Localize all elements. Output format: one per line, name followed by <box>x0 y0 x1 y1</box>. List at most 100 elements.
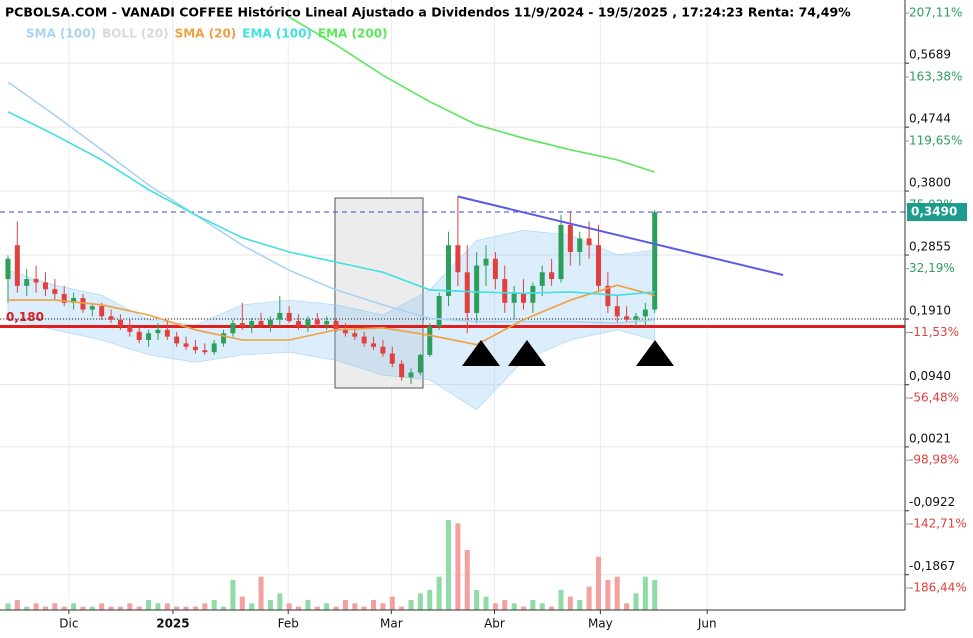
volume-bar <box>361 606 367 610</box>
volume-bar <box>24 606 30 610</box>
volume-bar <box>136 606 142 610</box>
marker-triangle <box>462 340 500 366</box>
volume-bar <box>277 593 283 610</box>
candle-body <box>549 272 555 280</box>
volume-bar <box>446 520 452 610</box>
volume-bar <box>389 596 395 610</box>
volume-bar <box>146 600 152 610</box>
y2-tick-label: 119,65% <box>909 133 962 147</box>
volume-bar <box>652 580 658 610</box>
legend-entry: EMA (100) <box>242 27 312 41</box>
candle-body <box>380 346 386 354</box>
candle-body <box>108 316 114 320</box>
y-tick-label: -0,0922 <box>909 495 955 509</box>
volume-bar <box>539 603 545 610</box>
y2-tick-label: 207,11% <box>909 6 962 20</box>
candle-body <box>286 312 292 322</box>
volume-bar <box>642 576 648 610</box>
candle-body <box>652 212 658 310</box>
y-tick-label: 0,1910 <box>909 304 951 318</box>
candle-body <box>5 258 11 280</box>
bollinger-band <box>7 229 656 411</box>
volume-bar <box>577 600 583 610</box>
volume-bar <box>436 576 442 610</box>
x-tick-label: Mar <box>380 617 403 631</box>
volume-bar <box>14 600 20 610</box>
candle-body <box>33 279 39 283</box>
candle-body <box>42 282 48 290</box>
volume-bar <box>221 606 227 610</box>
x-tick-label: May <box>588 617 613 631</box>
legend-entry: SMA (20) <box>175 27 237 41</box>
volume-bar <box>567 596 573 610</box>
candle-body <box>361 336 367 344</box>
volume-bar <box>249 603 255 610</box>
horizontal-line-label: 0,180 <box>6 310 44 324</box>
last-price-tag <box>907 203 967 222</box>
volume-bar <box>464 550 470 610</box>
candle-body <box>192 346 198 351</box>
candle-body <box>474 265 480 313</box>
candle-body <box>371 343 377 347</box>
volume-bar <box>427 590 433 610</box>
y2-tick-label: 163,38% <box>909 69 962 83</box>
volume-bar <box>530 600 536 610</box>
candle-body <box>455 245 461 273</box>
volume-bar <box>380 603 386 610</box>
volume-bar <box>624 603 630 610</box>
marker-triangle <box>508 340 546 366</box>
volume-bar <box>155 603 161 610</box>
x-tick-label: Abr <box>484 617 505 631</box>
volume-bar <box>371 600 377 610</box>
volume-bar <box>61 606 67 610</box>
volume-bar <box>324 603 330 610</box>
volume-bar <box>42 606 48 610</box>
volume-bar <box>230 580 236 610</box>
volume-bar <box>633 593 639 610</box>
volume-bar <box>192 606 198 610</box>
candle-body <box>586 238 592 246</box>
volume-bar <box>108 606 114 610</box>
x-tick-label: 2025 <box>156 617 189 631</box>
candle-body <box>446 245 452 296</box>
candle-body <box>642 309 648 317</box>
candle-body <box>99 306 105 317</box>
volume-bar <box>586 586 592 610</box>
candle-body <box>436 295 442 327</box>
volume-bar <box>502 600 508 610</box>
y2-tick-label: -11,53% <box>909 325 959 339</box>
volume-bar <box>595 556 601 610</box>
volume-bar <box>99 603 105 610</box>
candle-body <box>352 333 358 337</box>
indicator-line <box>7 81 655 324</box>
candle-body <box>136 331 142 341</box>
candle-body <box>333 321 339 330</box>
candle-body <box>80 298 86 310</box>
volume-bar <box>417 593 423 610</box>
candle-body <box>305 319 311 327</box>
candle-body <box>314 319 320 325</box>
volume-bar <box>296 606 302 610</box>
volume-bar <box>333 606 339 610</box>
candle-body <box>492 258 498 280</box>
candle-body <box>146 333 152 341</box>
y-tick-label: -0,1867 <box>909 559 955 573</box>
candle-body <box>464 272 470 313</box>
volume-bar <box>183 606 189 610</box>
y2-tick-label: -56,48% <box>909 391 959 405</box>
y-tick-label: 0,5689 <box>909 48 951 62</box>
candle-body <box>61 293 67 303</box>
y2-tick-label: 32,19% <box>909 261 955 275</box>
indicator-line <box>8 284 655 346</box>
x-tick-label: Jun <box>697 617 717 631</box>
candle-body <box>277 312 283 320</box>
volume-bar <box>314 606 320 610</box>
candle-body <box>324 321 330 325</box>
candle-body <box>202 350 208 353</box>
candle-body <box>539 272 545 286</box>
candle-body <box>211 343 217 353</box>
volume-bar <box>211 600 217 610</box>
y-tick-label: 0,3800 <box>909 176 951 190</box>
candle-body <box>408 372 414 378</box>
